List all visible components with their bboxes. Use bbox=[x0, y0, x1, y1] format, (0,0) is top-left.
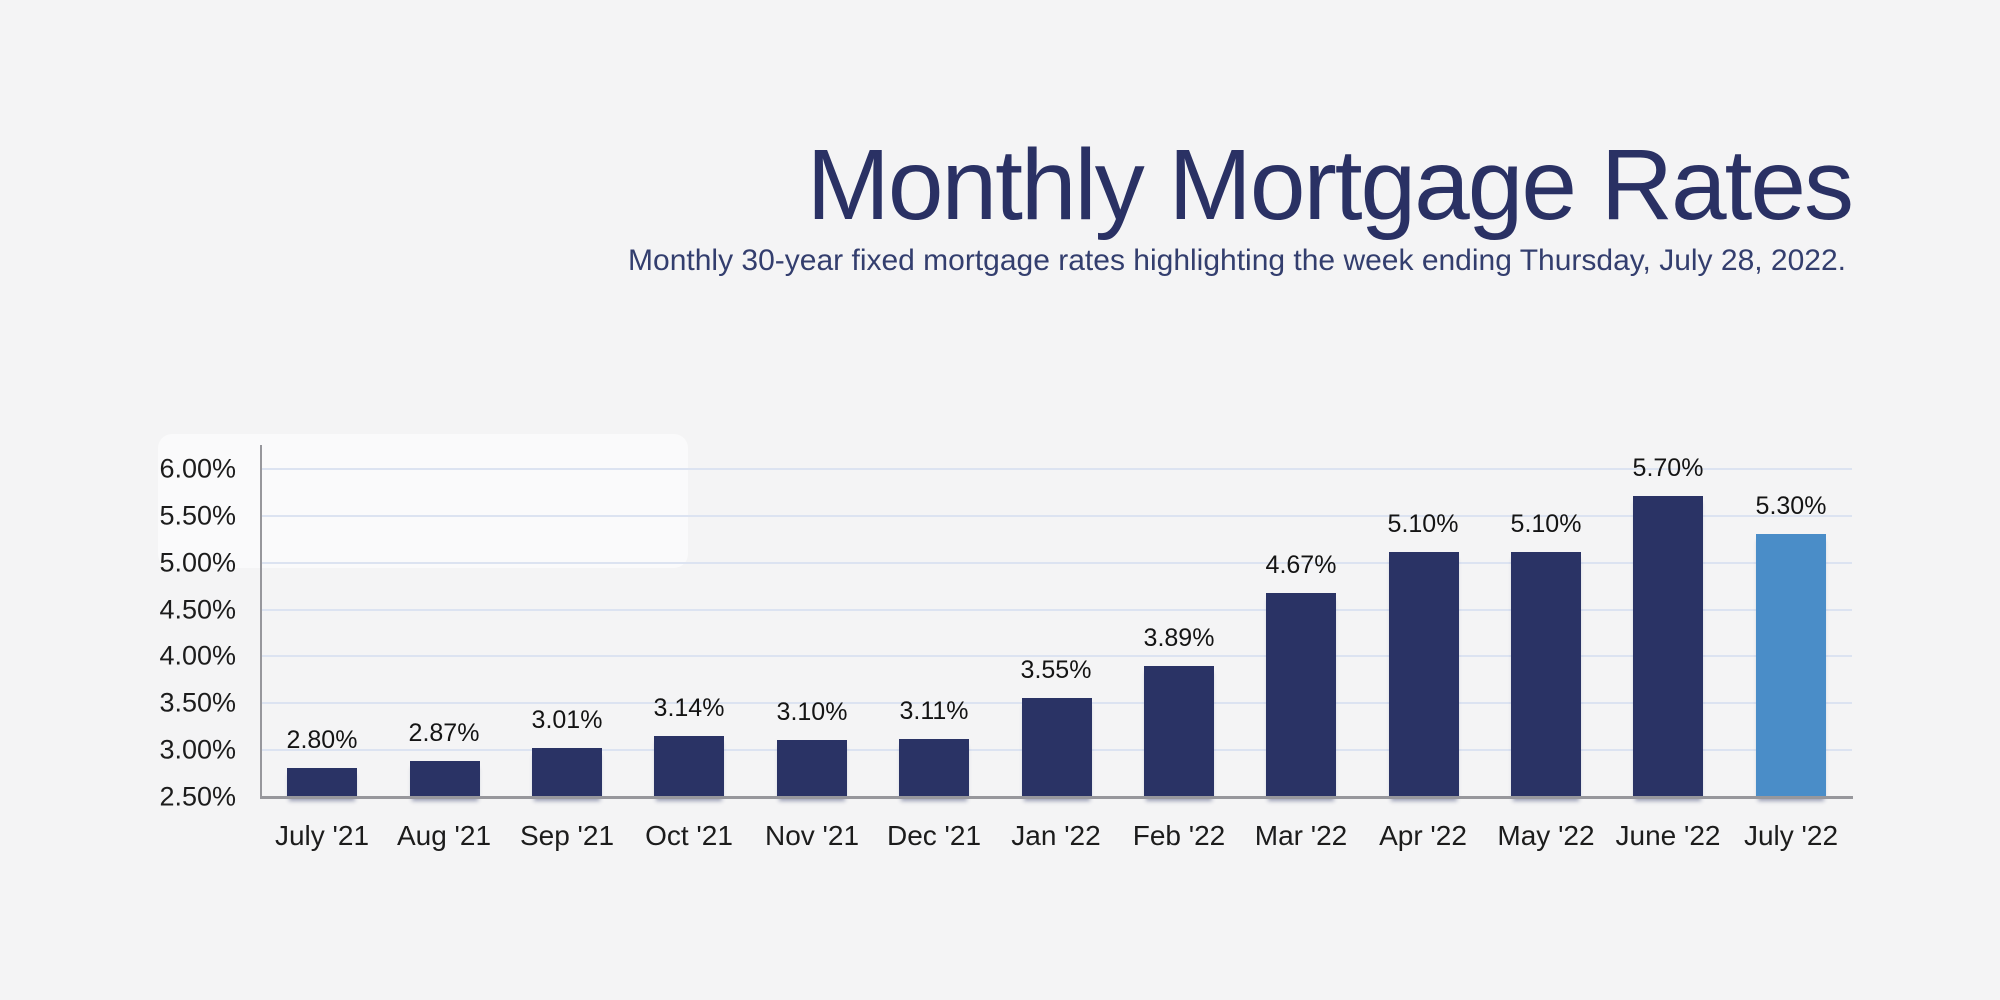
bar-value-label: 2.80% bbox=[286, 726, 358, 754]
y-tick-label: 3.00% bbox=[159, 734, 236, 765]
x-tick-label: Oct '21 bbox=[645, 820, 733, 851]
bar bbox=[899, 739, 969, 798]
x-tick-label: Dec '21 bbox=[886, 820, 982, 851]
bar bbox=[777, 740, 847, 798]
bar-value-label: 3.11% bbox=[899, 697, 969, 725]
x-tick-label: Feb '22 bbox=[1132, 820, 1226, 851]
x-axis-line bbox=[260, 796, 1853, 799]
bar bbox=[287, 768, 357, 798]
bar-value-label: 3.10% bbox=[776, 698, 848, 726]
bar bbox=[410, 761, 480, 798]
x-tick-label: May '22 bbox=[1497, 820, 1595, 851]
x-tick-label: Sep '21 bbox=[519, 820, 615, 851]
bar bbox=[1633, 496, 1703, 798]
bar-value-label: 3.01% bbox=[531, 706, 603, 734]
y-tick-label: 4.50% bbox=[159, 594, 236, 625]
gridline bbox=[261, 515, 1852, 517]
bar-value-label: 5.10% bbox=[1387, 510, 1459, 538]
y-tick-label: 3.50% bbox=[159, 687, 236, 718]
gridline bbox=[261, 468, 1852, 470]
x-tick-label: July '22 bbox=[1743, 820, 1839, 851]
bar-value-label: 5.70% bbox=[1632, 454, 1704, 482]
bar bbox=[1511, 552, 1581, 798]
x-tick-label: Mar '22 bbox=[1254, 820, 1348, 851]
y-tick-label: 5.50% bbox=[159, 500, 236, 531]
y-tick-label: 5.00% bbox=[159, 547, 236, 578]
bar-value-label: 5.10% bbox=[1510, 510, 1582, 538]
highlight-panel bbox=[158, 434, 688, 568]
bar bbox=[1144, 666, 1214, 798]
gridline bbox=[261, 609, 1852, 611]
y-tick-label: 4.00% bbox=[159, 640, 236, 671]
x-tick-label: July '21 bbox=[274, 820, 370, 851]
bar bbox=[1389, 552, 1459, 798]
x-tick-label: Jan '22 bbox=[1011, 820, 1101, 851]
x-tick-label: Apr '22 bbox=[1379, 820, 1467, 851]
x-tick-label: June '22 bbox=[1615, 820, 1721, 851]
x-tick-label: Nov '21 bbox=[764, 820, 860, 851]
bar-value-label: 5.30% bbox=[1755, 492, 1827, 520]
y-axis-line bbox=[260, 445, 262, 799]
y-tick-label: 2.50% bbox=[159, 781, 236, 812]
gridline bbox=[261, 655, 1852, 657]
y-tick-label: 6.00% bbox=[159, 453, 236, 484]
bar-value-label: 3.89% bbox=[1143, 624, 1215, 652]
x-tick-label: Aug '21 bbox=[396, 820, 492, 851]
gridline bbox=[261, 562, 1852, 564]
bar-value-label: 2.87% bbox=[408, 719, 480, 747]
bar bbox=[1756, 534, 1826, 798]
chart-subtitle: Monthly 30-year fixed mortgage rates hig… bbox=[628, 244, 1846, 277]
bar-value-label: 4.67% bbox=[1265, 551, 1337, 579]
chart-title: Monthly Mortgage Rates bbox=[806, 129, 1854, 241]
bar bbox=[1266, 593, 1336, 798]
bar bbox=[532, 748, 602, 798]
bar bbox=[1022, 698, 1092, 798]
bar bbox=[654, 736, 724, 798]
bar-value-label: 3.14% bbox=[653, 694, 725, 722]
bar-value-label: 3.55% bbox=[1020, 656, 1092, 684]
